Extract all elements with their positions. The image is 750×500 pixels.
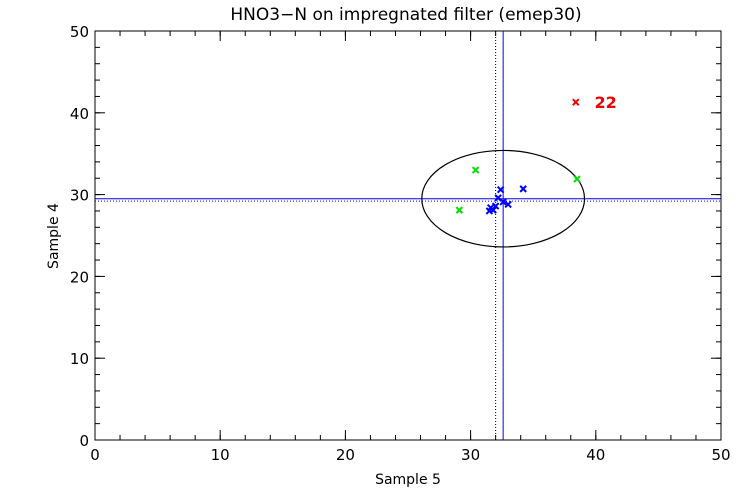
x-axis-label: Sample 5 <box>375 472 441 488</box>
data-point <box>572 98 580 106</box>
y-tick-label: 0 <box>79 432 89 450</box>
y-tick-label: 30 <box>70 187 89 205</box>
data-point <box>455 206 464 214</box>
data-point <box>499 198 507 206</box>
y-tick-label: 50 <box>70 23 89 41</box>
y-tick-label: 20 <box>70 268 89 286</box>
point-annotation: 22 <box>595 93 617 112</box>
data-point <box>491 202 500 210</box>
data-point <box>471 166 480 174</box>
data-point <box>496 185 505 194</box>
chart-title: HNO3−N on impregnated filter (emep30) <box>230 5 581 25</box>
x-tick-label: 40 <box>586 446 605 464</box>
x-tick-label: 20 <box>336 446 355 464</box>
x-tick-label: 30 <box>461 446 480 464</box>
data-point <box>519 185 527 193</box>
confidence-ellipse <box>421 149 586 248</box>
x-tick-label: 50 <box>711 446 730 464</box>
y-tick-label: 40 <box>70 105 89 123</box>
data-point <box>573 175 581 183</box>
data-point <box>504 200 512 209</box>
plot-frame <box>94 30 722 441</box>
x-tick-label: 10 <box>211 446 230 464</box>
data-point <box>489 206 497 214</box>
plot-layer: 0 10 20 30 40 50 0 10 20 30 40 50 22 <box>70 23 731 464</box>
y-axis-label: Sample 4 <box>46 203 62 269</box>
x-tick-label: 0 <box>90 446 100 464</box>
y-tick-label: 10 <box>70 350 89 368</box>
